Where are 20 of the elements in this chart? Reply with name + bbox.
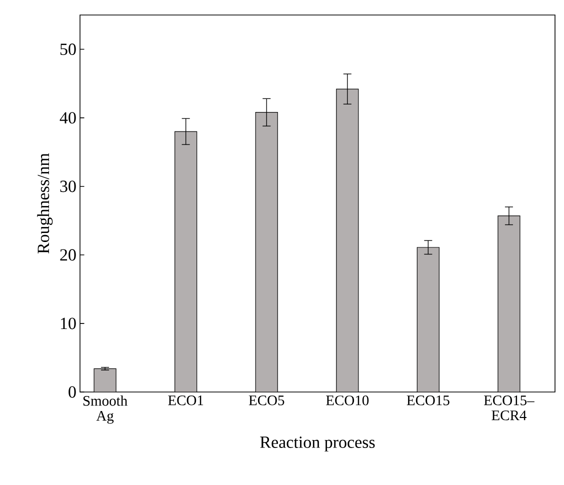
y-tick-label: 30 [60, 180, 76, 192]
x-tick-label: ECO15 [406, 396, 450, 406]
bar [416, 247, 440, 392]
x-tick-label: ECO15–ECR4 [484, 396, 534, 420]
x-tick-label: ECO1 [168, 396, 204, 406]
y-tick-label: 0 [68, 386, 76, 398]
bar [498, 216, 520, 392]
y-axis-title: Roughness/nm [37, 153, 53, 254]
x-axis-title: Reaction process [260, 436, 375, 452]
x-tick-label: ECO5 [248, 396, 284, 406]
bar [174, 131, 198, 392]
y-tick-label: 10 [60, 318, 76, 330]
y-tick-label: 50 [60, 44, 76, 56]
bar [94, 368, 116, 392]
bar [255, 112, 278, 392]
bar [336, 88, 359, 392]
x-tick-label: ECO10 [326, 396, 369, 406]
y-tick-label: 40 [60, 112, 76, 124]
y-tick-label: 20 [60, 249, 76, 261]
x-tick-label: Smooth Ag [83, 396, 128, 424]
